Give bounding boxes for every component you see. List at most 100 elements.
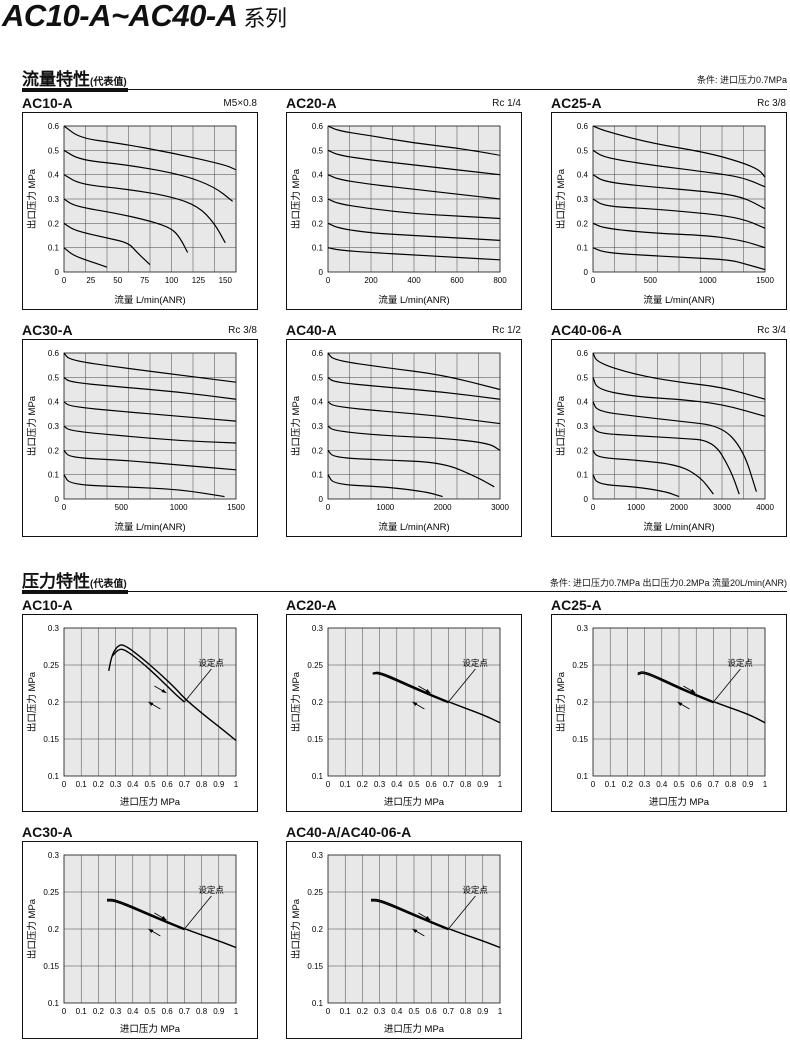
y-tick-label: 0.2 [48, 698, 60, 707]
x-tick-label: 0 [591, 503, 596, 512]
series-line [592, 222, 766, 249]
y-tick-label: 0.3 [577, 195, 589, 204]
y-axis-label: 出口压力 MPa [26, 898, 38, 959]
x-tick-label: 0.5 [144, 1007, 156, 1016]
x-tick-label: 0.6 [426, 1007, 438, 1016]
x-tick-label: 0.5 [408, 1007, 420, 1016]
x-tick-label: 0.4 [127, 1007, 139, 1016]
x-tick-label: 75 [140, 276, 149, 285]
series-line [63, 449, 237, 471]
x-tick-label: 1 [498, 780, 503, 789]
x-axis-label: 流量 L/min(ANR) [114, 294, 185, 306]
x-tick-label: 1000 [627, 503, 645, 512]
port-size: Rc 1/2 [492, 325, 521, 336]
set-point-label: 设定点 [462, 658, 488, 668]
x-tick-label: 0.1 [340, 780, 352, 789]
flow-condition: 条件: 进口压力0.7MPa [696, 75, 787, 85]
x-tick-label: 1000 [699, 276, 717, 285]
x-tick-label: 0.6 [162, 1007, 174, 1016]
annotation-leader [184, 668, 212, 703]
y-tick-label: 0.2 [577, 219, 589, 228]
y-tick-label: 0.1 [48, 471, 60, 480]
pressure-condition: 条件: 进口压力0.7MPa 出口压力0.2MPa 流量20L/min(ANR) [549, 578, 787, 588]
x-tick-label: 0.6 [162, 780, 174, 789]
x-tick-label: 0.1 [76, 780, 88, 789]
x-tick-label: 0.8 [196, 1007, 208, 1016]
port-size: Rc 1/4 [492, 98, 521, 109]
y-tick-label: 0.6 [312, 122, 324, 131]
pressure-chart-ac20: 0.10.150.20.250.30 0.1 0.2 0.3 0.4 0.5 0.6 0.7 0… [286, 614, 522, 812]
x-tick-label: 0.8 [460, 780, 472, 789]
x-axis-label: 流量 L/min(ANR) [378, 521, 449, 533]
y-tick-label: 0.5 [312, 146, 324, 155]
x-tick-label: 800 [493, 276, 507, 285]
x-tick-label: 125 [192, 276, 206, 285]
x-tick-label: 3000 [713, 503, 731, 512]
annotation-leader [448, 668, 476, 703]
chart-title: AC30-A [22, 824, 73, 840]
chart-title: AC25-A [551, 597, 602, 613]
y-tick-label: 0.2 [48, 925, 60, 934]
set-point-label: 设定点 [198, 885, 224, 895]
pressure-chart-ac30: 0.10.150.20.250.30 0.1 0.2 0.3 0.4 0.5 0.6 0.7 0… [22, 841, 258, 1039]
y-tick-label: 0.6 [48, 122, 60, 131]
y-tick-label: 0.3 [48, 851, 60, 860]
y-tick-label: 0.15 [43, 962, 59, 971]
y-tick-label: 0.6 [48, 349, 60, 358]
x-axis-label: 流量 L/min(ANR) [643, 521, 714, 533]
series-line [327, 222, 501, 241]
y-tick-label: 0.6 [312, 349, 324, 358]
x-tick-label: 0.9 [477, 780, 489, 789]
y-tick-label: 0.25 [572, 661, 588, 670]
increase-arrow-head [425, 916, 431, 920]
chart-title: AC40-A [286, 322, 337, 338]
chart-title: AC40-A/AC40-06-A [286, 824, 412, 840]
flow-chart-ac40: 0 0.1 0.2 0.3 0.4 0.5 0.6 0 1000 2000 3000 流量 L/min… [286, 339, 522, 537]
y-tick-label: 0.15 [43, 735, 59, 744]
series-line [63, 198, 189, 253]
x-tick-label: 0.7 [443, 1007, 455, 1016]
series-line [372, 671, 501, 724]
x-tick-label: 500 [644, 276, 658, 285]
flow-section-rule [22, 89, 787, 90]
decrease-arrow-head [148, 929, 154, 933]
x-tick-label: 500 [115, 503, 129, 512]
chart-title: AC40-06-A [551, 322, 622, 338]
x-tick-label: 0.2 [357, 1007, 369, 1016]
series-line [63, 247, 108, 268]
series-line [63, 352, 237, 383]
x-tick-label: 1500 [756, 276, 774, 285]
x-tick-label: 150 [219, 276, 233, 285]
series-line [327, 474, 443, 498]
y-axis-label: 出口压力 MPa [555, 671, 567, 732]
decrease-arrow-head [677, 702, 683, 706]
flow-section-bar [22, 88, 128, 92]
x-tick-label: 1 [498, 1007, 503, 1016]
series-line [592, 450, 714, 495]
series-line [63, 149, 234, 202]
y-tick-label: 0.5 [577, 146, 589, 155]
y-tick-label: 0.4 [48, 171, 60, 180]
annotation-leader [713, 668, 741, 703]
x-tick-label: 0 [326, 1007, 331, 1016]
series-line [63, 376, 237, 400]
pressure-section-note: (代表值) [90, 579, 127, 590]
x-tick-label: 2000 [434, 503, 452, 512]
increase-arrow-head [161, 916, 167, 920]
x-tick-label: 0.7 [179, 780, 191, 789]
x-tick-label: 0.4 [391, 1007, 403, 1016]
x-axis-label: 进口压力 MPa [120, 796, 181, 808]
series-line [107, 900, 185, 931]
y-axis-label: 出口压力 MPa [290, 168, 302, 229]
y-tick-label: 0 [319, 268, 324, 277]
y-tick-label: 0.15 [307, 735, 323, 744]
series-line [592, 149, 766, 188]
model-range: AC10-A~AC40-A [2, 0, 238, 33]
x-tick-label: 0.2 [622, 780, 634, 789]
x-axis-label: 流量 L/min(ANR) [114, 521, 185, 533]
series-line [327, 401, 501, 425]
port-size: M5×0.8 [223, 98, 257, 109]
series-line [327, 352, 501, 391]
x-axis-label: 进口压力 MPa [384, 1023, 445, 1035]
chart-title: AC10-A [22, 95, 73, 111]
